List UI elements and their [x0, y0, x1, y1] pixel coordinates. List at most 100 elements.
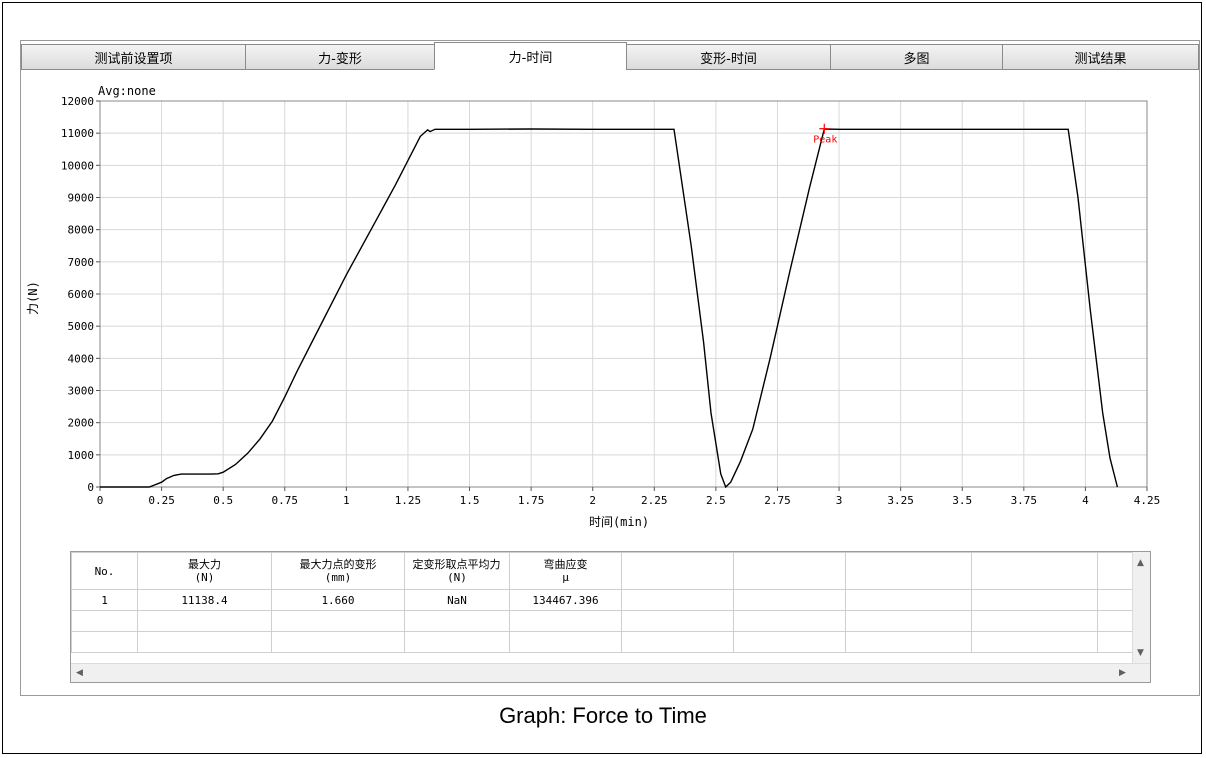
y-tick-label: 11000: [61, 127, 94, 140]
header-avg-force[interactable]: 定变形取点平均力 (N): [404, 552, 510, 590]
header-unit: (N): [194, 571, 215, 584]
cell-bending-strain: 134467.396: [509, 589, 622, 611]
tab-force-time[interactable]: 力-时间: [434, 42, 627, 70]
x-tick-label: 1.75: [518, 494, 545, 507]
x-tick-label: 0.5: [213, 494, 233, 507]
header-unit: (N): [447, 571, 467, 584]
header-empty: [1097, 552, 1134, 590]
header-empty: [733, 552, 846, 590]
header-empty: [845, 552, 972, 590]
cell-empty: [971, 589, 1098, 611]
tab-force-deformation[interactable]: 力-变形: [245, 44, 435, 70]
header-line: 最大力: [188, 558, 221, 571]
header-no[interactable]: No.: [71, 552, 138, 590]
header-line: 最大力点的变形: [299, 558, 377, 571]
y-axis-label: 力(N): [26, 281, 40, 315]
header-bending-strain[interactable]: 弯曲应变 μ: [509, 552, 622, 590]
y-tick-label: 7000: [68, 256, 95, 269]
x-tick-label: 0: [97, 494, 104, 507]
cell-empty: [271, 610, 405, 632]
tab-label: 变形-时间: [700, 51, 757, 67]
y-tick-label: 8000: [68, 224, 95, 237]
header-unit: (mm): [324, 571, 352, 584]
y-tick-label: 3000: [68, 385, 95, 398]
x-tick-label: 2: [589, 494, 596, 507]
header-row: No. 最大力 (N) 最大力点的变形 (mm) 定变形取点平均力 (N) 弯曲应变 μ: [71, 552, 1134, 590]
x-tick-label: 1.5: [460, 494, 480, 507]
cell-empty: [404, 610, 510, 632]
x-tick-label: 2.75: [764, 494, 791, 507]
cell-empty: [733, 589, 846, 611]
vertical-scrollbar[interactable]: ▲ ▼: [1132, 552, 1150, 665]
chart-grid: [99, 100, 1148, 488]
y-tick-label: 12000: [61, 95, 94, 108]
x-tick-label: 3: [836, 494, 843, 507]
header-empty: [971, 552, 1098, 590]
tab-label: 测试前设置项: [94, 51, 173, 67]
cell-empty: [733, 631, 846, 653]
horizontal-scrollbar[interactable]: ◀ ▶: [71, 663, 1150, 682]
cell-max-force: 11138.4: [137, 589, 272, 611]
peak-marker: Peak: [813, 123, 837, 146]
table-row[interactable]: [71, 631, 1134, 653]
table-row[interactable]: 1 11138.4 1.660 NaN 134467.396: [71, 589, 1134, 611]
tab-pre-test-settings[interactable]: 测试前设置项: [21, 44, 246, 70]
cell-empty: [733, 610, 846, 632]
cell-empty: [845, 610, 972, 632]
scroll-down-icon[interactable]: ▼: [1137, 648, 1144, 658]
y-tick-label: 6000: [68, 288, 95, 301]
figure-caption: Graph: Force to Time: [499, 703, 707, 728]
x-tick-label: 3.25: [887, 494, 914, 507]
cell-empty: [404, 631, 510, 653]
cell-empty: [621, 610, 734, 632]
tab-label: 测试结果: [1074, 51, 1127, 67]
y-tick-label: 2000: [68, 417, 95, 430]
x-tick-label: 4: [1082, 494, 1089, 507]
y-tick-label: 10000: [61, 159, 94, 172]
header-empty: [621, 552, 734, 590]
x-tick-label: 0.75: [272, 494, 299, 507]
x-tick-label: 2.25: [641, 494, 668, 507]
tab-multi-chart[interactable]: 多图: [830, 44, 1003, 70]
cell-empty: [271, 631, 405, 653]
y-tick-label: 4000: [68, 352, 95, 365]
cell-empty: [845, 589, 972, 611]
y-tick-label: 0: [87, 481, 94, 494]
series-line: [100, 128, 1119, 489]
cell-empty: [845, 631, 972, 653]
cell-empty: [1097, 631, 1134, 653]
cell-empty: [137, 610, 272, 632]
cell-empty: [621, 631, 734, 653]
header-unit: μ: [562, 571, 569, 584]
force-time-chart: 0 1000 2000 3000 4000 5000 6000 7000 8000 9000 100…: [26, 84, 1161, 529]
y-tick-label: 1000: [68, 449, 95, 462]
x-axis-label: 时间(min): [589, 515, 649, 529]
scroll-left-icon[interactable]: ◀: [76, 668, 83, 678]
scroll-right-icon[interactable]: ▶: [1119, 668, 1126, 678]
cell-empty: [509, 631, 622, 653]
cell-deformation: 1.660: [271, 589, 405, 611]
header-max-force[interactable]: 最大力 (N): [137, 552, 272, 590]
x-tick-label: 3.75: [1011, 494, 1038, 507]
tab-label: 力-变形: [318, 51, 362, 67]
scroll-up-icon[interactable]: ▲: [1137, 558, 1144, 568]
table-row[interactable]: [71, 610, 1134, 632]
results-grid[interactable]: No. 最大力 (N) 最大力点的变形 (mm) 定变形取点平均力 (N) 弯曲应变 μ…: [70, 551, 1151, 683]
header-deformation-at-max[interactable]: 最大力点的变形 (mm): [271, 552, 405, 590]
results-table: No. 最大力 (N) 最大力点的变形 (mm) 定变形取点平均力 (N) 弯曲应变 μ…: [71, 552, 1134, 653]
x-tick-label: 2.5: [706, 494, 726, 507]
x-tick-label: 4.25: [1134, 494, 1161, 507]
x-tick-label: 3.5: [952, 494, 972, 507]
cell-empty: [1097, 610, 1134, 632]
cell-empty: [137, 631, 272, 653]
y-tick-label: 9000: [68, 192, 95, 205]
cell-avg-force: NaN: [404, 589, 510, 611]
cell-empty: [1097, 589, 1134, 611]
tab-deformation-time[interactable]: 变形-时间: [626, 44, 831, 70]
cell-empty: [971, 610, 1098, 632]
y-tick-label: 5000: [68, 320, 95, 333]
cell-empty: [971, 631, 1098, 653]
x-tick-labels: 0 0.25 0.5 0.75 1 1.25 1.5 1.75 2 2.25 2.5 2.75 3 3.2…: [97, 487, 1161, 507]
peak-label: Peak: [813, 135, 837, 146]
tab-test-results[interactable]: 测试结果: [1002, 44, 1199, 70]
